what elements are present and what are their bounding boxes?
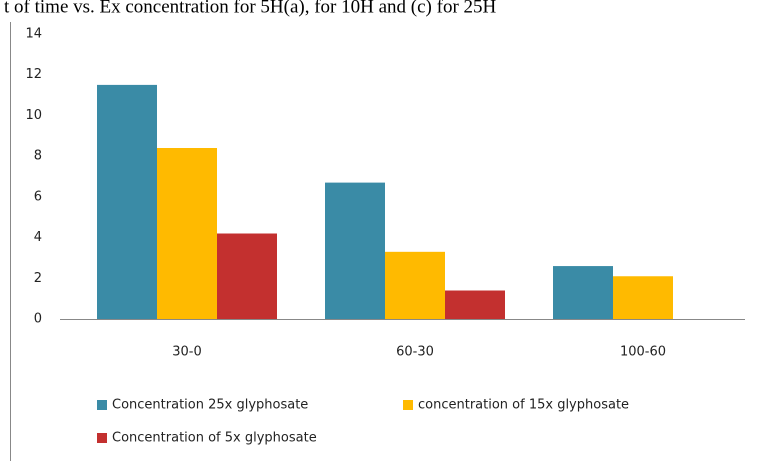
y-tick-label: 2 [34,271,42,286]
y-tick-label: 14 [25,27,42,42]
bar [613,276,673,319]
legend-swatch [97,400,107,410]
bar [445,290,505,319]
x-tick-label: 30-0 [172,345,202,360]
bar [385,251,445,319]
legend-label: Concentration of 5x glyphosate [112,431,317,446]
bar [97,84,157,320]
bar [157,148,217,319]
y-tick-label: 4 [34,230,42,245]
y-tick-label: 0 [34,312,42,327]
legend-swatch [97,433,107,443]
bar [217,233,277,319]
x-tick-label: 100-60 [620,345,666,360]
bar [325,182,385,319]
y-tick-label: 8 [34,149,42,164]
bar [553,266,613,319]
y-tick-label: 6 [34,189,42,204]
legend-label: Concentration 25x glyphosate [112,398,308,413]
page-title: t of time vs. Ex concentration for 5H(a)… [4,0,497,17]
y-tick-label: 10 [25,108,42,123]
legend-label: concentration of 15x glyphosate [418,398,629,413]
legend-swatch [403,400,413,410]
y-tick-label: 12 [25,67,42,82]
x-tick-label: 60-30 [396,345,434,360]
